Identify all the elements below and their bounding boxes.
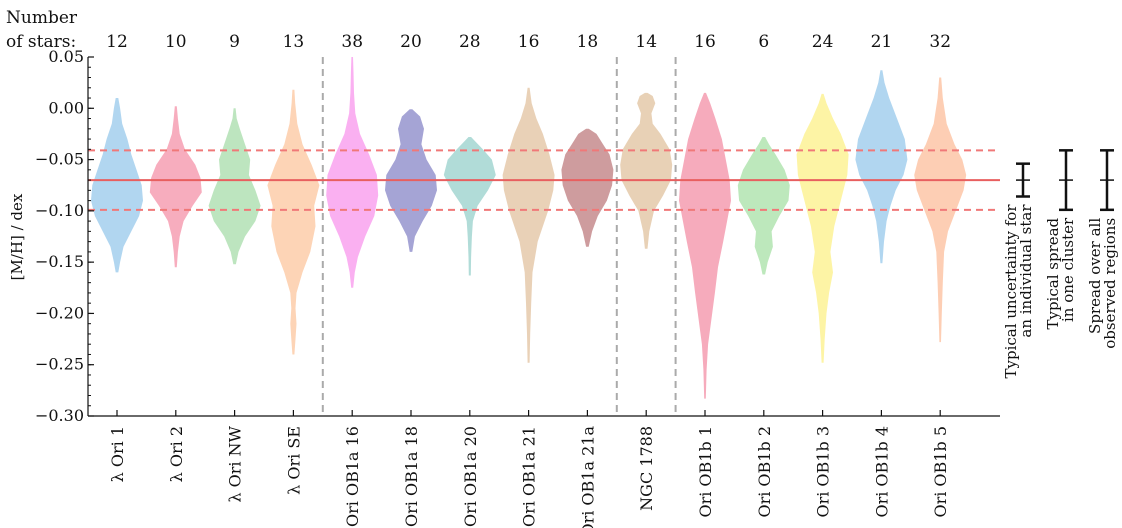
star-count: 24 [812, 32, 834, 52]
star-count: 12 [106, 32, 128, 52]
y-tick-label: 0.05 [48, 47, 84, 66]
star-count: 10 [165, 32, 187, 52]
reference-lines [88, 149, 1000, 211]
violin-14 [855, 70, 908, 264]
group-separators [321, 57, 677, 416]
error-bar-label: an individual star [1017, 204, 1035, 338]
violin-9 [561, 128, 614, 247]
x-tick-label: λ Ori SE [284, 426, 303, 495]
star-count: 16 [694, 32, 716, 52]
x-tick-label: Ori OB1b 3 [814, 426, 833, 518]
violin-1 [91, 98, 143, 273]
violin-11 [679, 92, 731, 399]
star-count-header-line-1: Number [6, 8, 78, 28]
x-tick-label: λ Ori 2 [167, 426, 186, 482]
violin-10 [620, 92, 673, 249]
violin-3 [208, 108, 261, 265]
error-bar-label: observed regions [1101, 218, 1119, 349]
y-axis-ticks: 0.05 0.00 −0.05 −0.10 −0.15 −0.20 −0.25 −0.30 [35, 47, 94, 425]
violins [91, 57, 967, 399]
star-count: 6 [758, 32, 769, 52]
violin-12 [737, 137, 790, 275]
star-count: 13 [283, 32, 305, 52]
x-tick-label: Ori OB1b 4 [872, 426, 891, 518]
x-tick-label: Ori OB1b 2 [755, 426, 774, 518]
error-bar-label: in one cluster [1059, 217, 1077, 322]
star-count: 38 [341, 32, 363, 52]
y-axis-label: [M/H] / dex [8, 193, 26, 280]
star-count: 21 [871, 32, 893, 52]
star-count: 16 [518, 32, 540, 52]
axes [87, 57, 1000, 417]
x-axis-ticks: λ Ori 1 λ Ori 2 λ Ori NW λ Ori SE Ori OB1a 1… [108, 410, 950, 528]
x-tick-label: λ Ori NW [226, 425, 245, 502]
x-tick-label: NGC 1788 [637, 426, 656, 511]
x-tick-label: Ori OB1a 16 [343, 426, 362, 527]
x-tick-label: Ori OB1a 20 [461, 426, 480, 527]
error-bar-label: Typical uncertainty for [1002, 204, 1020, 379]
violin-5 [326, 57, 379, 288]
x-tick-label: Ori OB1a 21a [578, 426, 597, 528]
star-count-header-line-2: of stars: [6, 32, 76, 52]
y-tick-label: −0.30 [35, 406, 84, 425]
violin-13 [796, 93, 849, 363]
x-tick-label: Ori OB1b 1 [696, 426, 715, 518]
y-tick-label: −0.25 [35, 355, 84, 374]
violin-7 [443, 137, 496, 276]
star-count: 20 [400, 32, 422, 52]
star-count: 9 [229, 32, 240, 52]
y-tick-label: 0.00 [48, 98, 84, 117]
error-bar-label: Spread over all [1086, 218, 1104, 334]
x-tick-label: Ori OB1a 21 [520, 426, 539, 527]
violin-2 [149, 106, 202, 268]
x-tick-label: λ Ori 1 [108, 426, 127, 482]
x-tick-label: Ori OB1b 5 [931, 426, 950, 518]
star-count: 14 [635, 32, 657, 52]
x-tick-label: Ori OB1a 18 [402, 426, 421, 527]
y-tick-label: −0.20 [35, 303, 84, 322]
star-count: 28 [459, 32, 481, 52]
star-count: 32 [929, 32, 951, 52]
error-bar-label: Typical spread [1044, 217, 1062, 329]
y-tick-label: −0.15 [35, 252, 84, 271]
star-count: 18 [577, 32, 599, 52]
y-tick-label: −0.05 [35, 150, 84, 169]
star-counts: Number of stars: 12 10 9 13 38 20 28 16 18 14 16 6 2… [6, 8, 951, 52]
violin-8 [502, 87, 555, 363]
violin-4 [267, 89, 320, 355]
y-tick-label: −0.10 [35, 201, 84, 220]
